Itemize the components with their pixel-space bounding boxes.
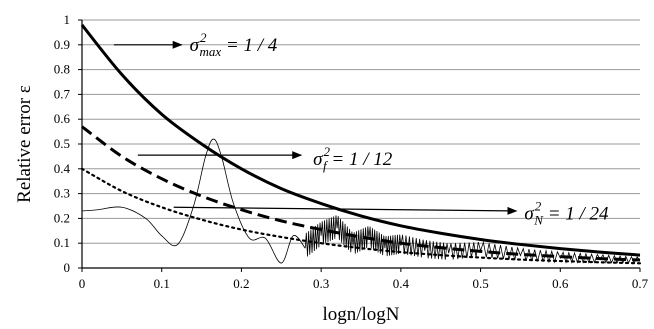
annotation-value: = 1 / 12 (327, 149, 393, 170)
annotation-subscript: max (199, 44, 221, 59)
x-tick-label: 0.4 (393, 276, 410, 291)
annotation-superscript: 2 (200, 30, 207, 45)
series-line-tail (304, 215, 641, 264)
grid-layer (82, 19, 640, 244)
y-axis-title: Relative error ε (14, 85, 35, 203)
annotation-superscript: 2 (535, 198, 542, 213)
annotation-symbol: σ (190, 35, 200, 56)
y-tick-label: 0 (64, 260, 71, 275)
x-tick-label: 0 (79, 276, 86, 291)
x-tick-label: 0.6 (552, 276, 569, 291)
annotation-label: σ2 N = 1 / 24 (524, 198, 609, 227)
y-tick-label: 0.6 (54, 111, 71, 126)
axis-layer: 0 0.1 0.2 0.3 0.4 0.5 0.6 0.7 0.8 0.9 1 0 0.1 0.2 0.3 0… (54, 12, 649, 291)
series-line (80, 24, 641, 257)
annotation-subscript: N (533, 212, 544, 227)
y-tick-label: 0.7 (54, 86, 71, 101)
annotation-value: = 1 / 4 (221, 35, 278, 56)
series-line (81, 138, 306, 264)
annotation-subscript: f (323, 158, 329, 173)
x-tick-label: 0.2 (233, 276, 249, 291)
x-tick-label: 0.7 (632, 276, 649, 291)
annotation-value: = 1 / 24 (543, 203, 609, 224)
annotation-arrow (173, 206, 518, 215)
y-tick-label: 0.9 (54, 37, 70, 52)
series-line (81, 125, 641, 262)
y-tick-label: 0.3 (54, 186, 70, 201)
y-tick-label: 0.1 (54, 235, 70, 250)
y-tick-label: 0.2 (54, 210, 70, 225)
y-tick-label: 1 (64, 12, 71, 27)
x-axis-title: logn/logN (322, 304, 399, 324)
y-tick-label: 0.8 (54, 62, 70, 77)
series-layer (80, 24, 642, 265)
annotation-label: σ2 f = 1 / 12 (313, 144, 393, 173)
annotation-label: σ2 max = 1 / 4 (190, 30, 278, 59)
x-tick-label: 0.3 (313, 276, 329, 291)
annotation-superscript: 2 (324, 144, 331, 159)
y-tick-label: 0.5 (54, 136, 70, 151)
annotation-symbol: σ (524, 203, 534, 224)
x-tick-label: 0.5 (472, 276, 488, 291)
y-tick-label: 0.4 (54, 161, 71, 176)
x-tick-label: 0.1 (154, 276, 170, 291)
annotation-symbol: σ (313, 149, 323, 170)
